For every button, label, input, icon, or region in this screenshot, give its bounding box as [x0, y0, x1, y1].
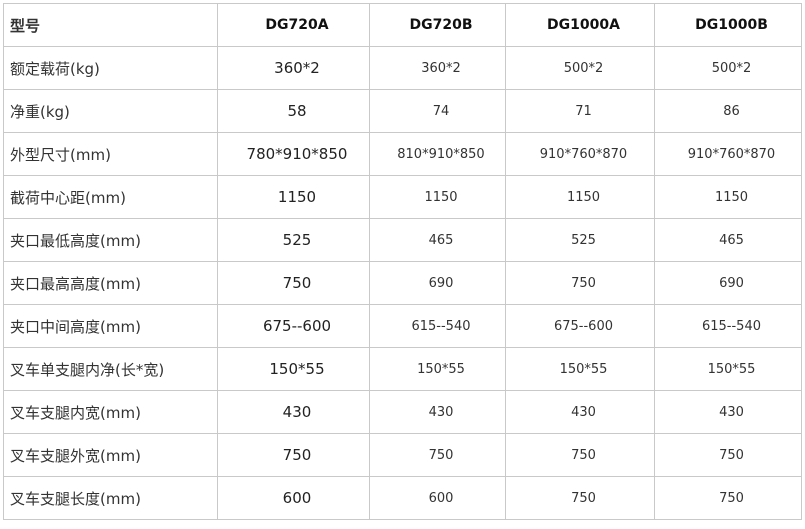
table-cell: 600	[369, 476, 506, 520]
table-cell: 615--540	[369, 304, 506, 348]
spec-table: 型号 DG720A DG720B DG1000A DG1000B 额定载荷(kg…	[3, 3, 802, 520]
table-cell: 910*760*870	[505, 132, 655, 176]
table-cell: 1150	[369, 175, 506, 219]
row-label: 夹口中间高度(mm)	[3, 304, 218, 348]
table-row: 叉车支腿外宽(mm) 750 750 750 750	[3, 433, 802, 477]
table-cell: 1150	[217, 175, 370, 219]
table-row: 外型尺寸(mm) 780*910*850 810*910*850 910*760…	[3, 132, 802, 176]
row-label: 截荷中心距(mm)	[3, 175, 218, 219]
table-cell: 690	[369, 261, 506, 305]
table-cell: 750	[505, 476, 655, 520]
table-row: 截荷中心距(mm) 1150 1150 1150 1150	[3, 175, 802, 219]
table-cell: 74	[369, 89, 506, 133]
table-cell: 750	[369, 433, 506, 477]
table-cell: 675--600	[217, 304, 370, 348]
table-cell: 430	[217, 390, 370, 434]
table-cell: 1150	[654, 175, 802, 219]
table-cell: 86	[654, 89, 802, 133]
table-cell: 690	[654, 261, 802, 305]
header-model-dg720b: DG720B	[369, 3, 506, 47]
row-label: 外型尺寸(mm)	[3, 132, 218, 176]
table-cell: 780*910*850	[217, 132, 370, 176]
row-label: 净重(kg)	[3, 89, 218, 133]
header-row: 型号 DG720A DG720B DG1000A DG1000B	[3, 3, 802, 47]
table-cell: 58	[217, 89, 370, 133]
table-row: 净重(kg) 58 74 71 86	[3, 89, 802, 133]
table-cell: 500*2	[654, 46, 802, 90]
table-cell: 750	[654, 433, 802, 477]
table-row: 叉车单支腿内净(长*宽) 150*55 150*55 150*55 150*55	[3, 347, 802, 391]
header-model-label: 型号	[3, 3, 218, 47]
table-cell: 750	[505, 261, 655, 305]
row-label: 叉车支腿内宽(mm)	[3, 390, 218, 434]
header-model-dg720a: DG720A	[217, 3, 370, 47]
table-cell: 810*910*850	[369, 132, 506, 176]
table-cell: 750	[654, 476, 802, 520]
table-cell: 750	[217, 433, 370, 477]
table-cell: 525	[505, 218, 655, 262]
table-cell: 500*2	[505, 46, 655, 90]
table-cell: 150*55	[505, 347, 655, 391]
header-model-dg1000b: DG1000B	[654, 3, 802, 47]
table-row: 夹口中间高度(mm) 675--600 615--540 675--600 61…	[3, 304, 802, 348]
table-cell: 465	[654, 218, 802, 262]
table-cell: 430	[654, 390, 802, 434]
table-cell: 675--600	[505, 304, 655, 348]
table-row: 叉车支腿内宽(mm) 430 430 430 430	[3, 390, 802, 434]
table-cell: 750	[217, 261, 370, 305]
table-cell: 430	[369, 390, 506, 434]
table-cell: 465	[369, 218, 506, 262]
table-row: 夹口最高高度(mm) 750 690 750 690	[3, 261, 802, 305]
table-cell: 615--540	[654, 304, 802, 348]
row-label: 额定载荷(kg)	[3, 46, 218, 90]
table-cell: 360*2	[369, 46, 506, 90]
table-cell: 525	[217, 218, 370, 262]
table-cell: 750	[505, 433, 655, 477]
table-cell: 600	[217, 476, 370, 520]
table-cell: 150*55	[654, 347, 802, 391]
table-cell: 150*55	[217, 347, 370, 391]
table-cell: 910*760*870	[654, 132, 802, 176]
table-cell: 71	[505, 89, 655, 133]
table-cell: 360*2	[217, 46, 370, 90]
row-label: 夹口最低高度(mm)	[3, 218, 218, 262]
table-row: 额定载荷(kg) 360*2 360*2 500*2 500*2	[3, 46, 802, 90]
table-cell: 1150	[505, 175, 655, 219]
table-row: 叉车支腿长度(mm) 600 600 750 750	[3, 476, 802, 520]
row-label: 叉车单支腿内净(长*宽)	[3, 347, 218, 391]
table-cell: 430	[505, 390, 655, 434]
row-label: 夹口最高高度(mm)	[3, 261, 218, 305]
table-row: 夹口最低高度(mm) 525 465 525 465	[3, 218, 802, 262]
row-label: 叉车支腿外宽(mm)	[3, 433, 218, 477]
row-label: 叉车支腿长度(mm)	[3, 476, 218, 520]
table-cell: 150*55	[369, 347, 506, 391]
header-model-dg1000a: DG1000A	[505, 3, 655, 47]
